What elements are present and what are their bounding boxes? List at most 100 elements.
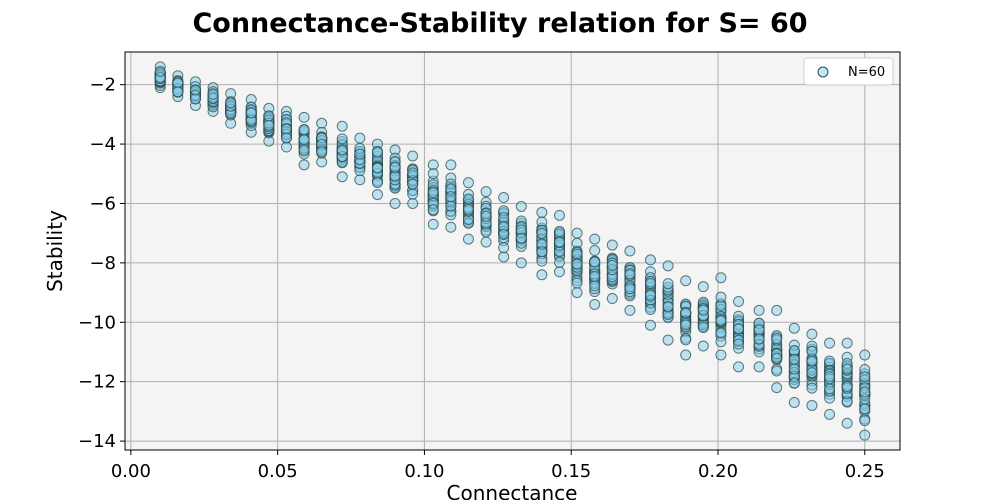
data-point [624, 304, 636, 316]
data-point [644, 319, 656, 331]
data-point [859, 386, 871, 398]
data-point [354, 174, 366, 186]
data-point [788, 353, 800, 365]
data-point [354, 148, 366, 160]
data-point [280, 132, 292, 144]
data-point [606, 259, 618, 271]
x-tick-label: 0.20 [698, 461, 738, 482]
data-point [571, 277, 583, 289]
data-point [515, 200, 527, 212]
data-point [371, 189, 383, 201]
data-point [298, 134, 310, 146]
data-point [553, 256, 565, 268]
data-point [298, 159, 310, 171]
data-point [536, 206, 548, 218]
data-point [298, 144, 310, 156]
data-point [606, 293, 618, 305]
data-point [589, 256, 601, 268]
data-point [371, 162, 383, 174]
data-point [680, 349, 692, 361]
data-point [644, 289, 656, 301]
data-point [662, 278, 674, 290]
y-tick-label: −8 [89, 253, 116, 274]
data-point [733, 361, 745, 373]
x-axis-label: Connectance [447, 481, 578, 500]
y-tick-label: −14 [78, 431, 116, 452]
data-point [680, 275, 692, 287]
data-point [662, 334, 674, 346]
data-point [536, 246, 548, 258]
data-point [697, 304, 709, 316]
data-point [427, 187, 439, 199]
data-point [445, 221, 457, 233]
data-point [806, 367, 818, 379]
data-point [498, 192, 510, 204]
data-point [427, 218, 439, 230]
data-point [662, 300, 674, 312]
data-point [407, 197, 419, 209]
data-point [680, 319, 692, 331]
data-point [407, 150, 419, 162]
x-tick-label: 0.25 [845, 461, 885, 482]
data-point [806, 382, 818, 394]
data-point [824, 355, 836, 367]
y-tick-label: −10 [78, 312, 116, 333]
data-point [445, 191, 457, 203]
legend: N=60 [803, 57, 894, 86]
data-point [859, 349, 871, 361]
x-tick-label: 0.15 [551, 461, 591, 482]
data-point [859, 371, 871, 383]
grid-lines [125, 52, 900, 450]
data-point [498, 228, 510, 240]
data-point [189, 84, 201, 96]
legend-label: N=60 [848, 65, 885, 80]
data-point [624, 268, 636, 280]
data-point [407, 167, 419, 179]
data-point [589, 298, 601, 310]
data-point [697, 281, 709, 293]
data-point [624, 283, 636, 295]
data-point [245, 107, 257, 119]
chart-title: Connectance-Stability relation for S= 60 [192, 8, 807, 39]
data-point [715, 327, 727, 339]
data-point [263, 119, 275, 131]
data-point [480, 210, 492, 222]
data-points [154, 61, 871, 441]
data-point [644, 278, 656, 290]
data-point [806, 328, 818, 340]
data-point [536, 255, 548, 267]
data-point [697, 321, 709, 333]
data-point [316, 117, 328, 129]
plot-frame [124, 51, 901, 451]
data-point [225, 97, 237, 109]
data-point [589, 270, 601, 282]
data-point [553, 236, 565, 248]
data-point [389, 197, 401, 209]
data-point [644, 303, 656, 315]
data-point [571, 287, 583, 299]
legend-marker [817, 66, 829, 78]
x-tick-label: 0.10 [404, 461, 444, 482]
data-point [589, 233, 601, 245]
data-point [806, 355, 818, 367]
data-point [336, 133, 348, 145]
data-point [788, 377, 800, 389]
data-point [536, 269, 548, 281]
data-point [462, 233, 474, 245]
data-point [806, 345, 818, 357]
data-point [589, 280, 601, 292]
data-point [172, 77, 184, 89]
data-point [859, 429, 871, 441]
data-point [553, 225, 565, 237]
data-point [445, 159, 457, 171]
data-point [336, 171, 348, 183]
data-point [624, 245, 636, 257]
data-point [733, 323, 745, 335]
data-point [336, 144, 348, 156]
data-point [536, 227, 548, 239]
data-point [753, 333, 765, 345]
data-point [824, 337, 836, 349]
data-point [498, 242, 510, 254]
data-point [480, 186, 492, 198]
data-point [771, 352, 783, 364]
